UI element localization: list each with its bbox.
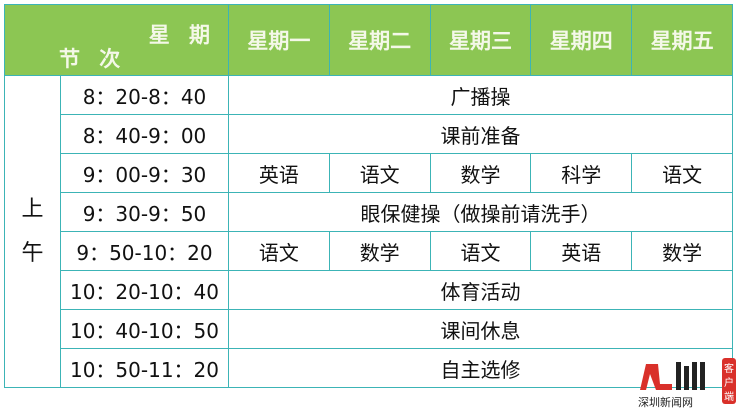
time-cell: 9：50-10：20	[60, 231, 229, 271]
time-cell: 10：40-10：50	[60, 309, 229, 349]
time-cell: 10：20-10：40	[60, 270, 229, 310]
corner-cell: 星 期 节 次	[4, 4, 229, 76]
corner-period-label: 节 次	[59, 47, 127, 71]
table-row: 9：30-9：50 眼保健操（做操前请洗手）	[5, 192, 733, 232]
table-row: 8：40-9：00 课前准备	[5, 114, 733, 154]
table-row: 上午 8：20-8：40 广播操	[4, 75, 733, 388]
day-header: 星期四	[530, 4, 633, 76]
svg-text:深圳新闻网: 深圳新闻网	[638, 395, 693, 408]
subject-cell: 语文	[429, 231, 532, 271]
subject-cell: 数学	[429, 153, 532, 193]
subject-cell: 数学	[328, 231, 431, 271]
subject-cell: 英语	[228, 153, 330, 193]
table-row: 9：50-10：20 语文 数学 语文 英语 数学	[5, 231, 733, 271]
svg-text:端: 端	[724, 390, 734, 403]
merged-activity-cell: 体育活动	[228, 270, 733, 310]
subject-cell: 语文	[328, 153, 431, 193]
subject-cell: 数学	[631, 231, 733, 271]
day-header: 星期一	[228, 4, 330, 76]
merged-activity-cell: 广播操	[228, 75, 733, 115]
merged-activity-cell: 课间休息	[228, 309, 733, 349]
svg-text:客: 客	[724, 362, 734, 375]
table-row: 10：40-10：50 课间休息	[5, 309, 733, 349]
time-cell: 8：20-8：40	[60, 75, 229, 115]
subject-cell: 英语	[530, 231, 633, 271]
table-row: 9：00-9：30 英语 语文 数学 科学 语文	[5, 153, 733, 193]
svg-text:户: 户	[724, 376, 734, 389]
day-header: 星期三	[429, 4, 532, 76]
time-cell: 9：30-9：50	[60, 192, 229, 232]
subject-cell: 科学	[530, 153, 633, 193]
day-header: 星期五	[631, 4, 733, 76]
time-cell: 8：40-9：00	[60, 114, 229, 154]
day-header: 星期二	[328, 4, 431, 76]
morning-label-1: 上	[21, 196, 44, 222]
morning-label-2: 午	[21, 240, 44, 266]
corner-weekday-label: 星 期	[148, 23, 216, 47]
subject-cell: 语文	[631, 153, 733, 193]
morning-label: 上午	[4, 75, 61, 388]
table-row: 10：20-10：40 体育活动	[5, 270, 733, 310]
table-row: 10：50-11：20 自主选修	[5, 348, 733, 388]
time-cell: 9：00-9：30	[60, 153, 229, 193]
shenzhen-news-logo: 深圳新闻网 客 户 端	[638, 358, 736, 408]
subject-cell: 语文	[228, 231, 330, 271]
header-row: 星 期 节 次 星期一 星期二 星期三 星期四 星期五	[4, 4, 733, 76]
time-cell: 10：50-11：20	[60, 348, 229, 388]
timetable: 星 期 节 次 星期一 星期二 星期三 星期四 星期五 上午 8：20-8：40 广…	[4, 4, 733, 388]
merged-activity-cell: 课前准备	[228, 114, 733, 154]
merged-activity-cell: 眼保健操（做操前请洗手）	[228, 192, 733, 232]
